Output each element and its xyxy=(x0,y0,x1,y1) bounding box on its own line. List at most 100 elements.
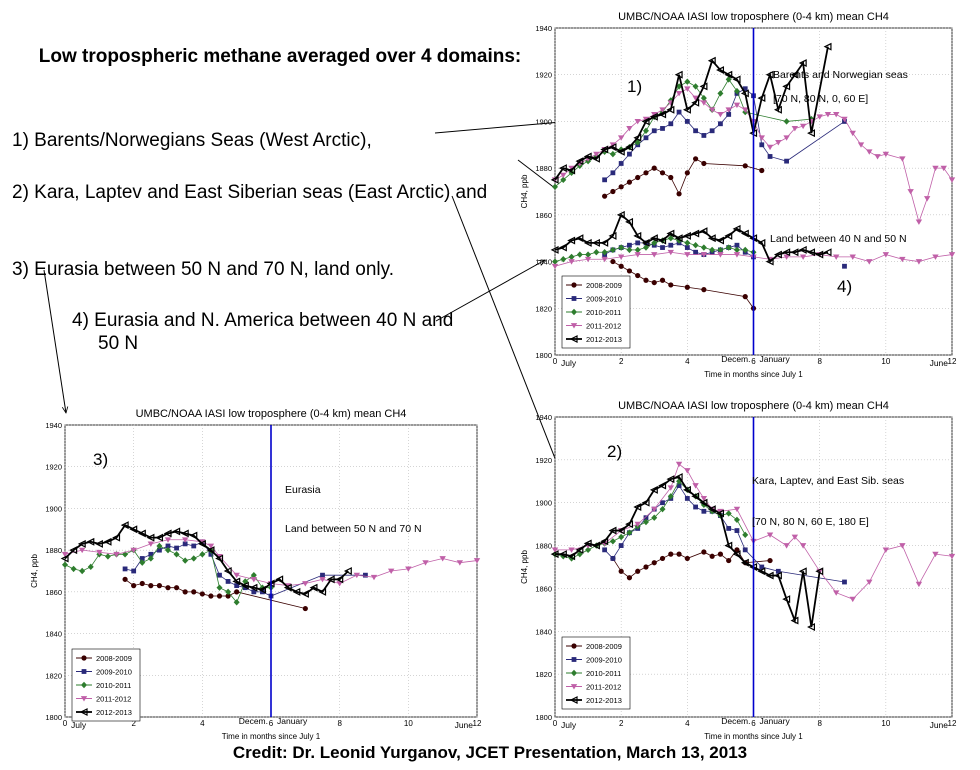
data-point xyxy=(181,537,189,543)
slide-heading: Low tropospheric methane averaged over 4… xyxy=(38,46,522,67)
data-point xyxy=(576,251,583,258)
legend-marker xyxy=(571,282,577,288)
data-point xyxy=(675,461,683,468)
data-point xyxy=(609,150,616,158)
data-point xyxy=(610,556,616,561)
y-tick-label: 1900 xyxy=(45,504,62,513)
data-point xyxy=(558,164,567,173)
x-axis-label: Time in months since July 1 xyxy=(704,732,803,741)
chart-annotation: Barents and Norwegian seas xyxy=(773,69,908,81)
data-point xyxy=(617,254,625,260)
data-point xyxy=(842,263,847,269)
chart-title: UMBC/NOAA IASI low troposphere (0-4 km) … xyxy=(136,408,407,420)
y-tick-label: 1900 xyxy=(535,499,552,508)
y-axis-label: CH4, ppb xyxy=(520,174,529,208)
data-point xyxy=(139,580,145,587)
legend-marker xyxy=(571,308,577,316)
data-point xyxy=(602,193,608,199)
data-point xyxy=(692,83,699,90)
legend-marker xyxy=(81,655,87,661)
data-point xyxy=(726,557,732,564)
x-tick-label: 10 xyxy=(404,719,413,728)
data-point xyxy=(882,151,890,158)
data-point xyxy=(206,546,215,555)
data-point xyxy=(667,493,674,500)
data-point xyxy=(660,245,665,250)
data-point xyxy=(659,107,666,113)
data-point xyxy=(700,94,707,102)
data-point xyxy=(552,183,558,191)
data-point xyxy=(668,174,674,181)
data-point xyxy=(667,235,674,242)
x-text-label-january: January xyxy=(760,716,791,726)
data-point xyxy=(225,579,231,584)
data-point xyxy=(96,549,103,556)
data-point xyxy=(874,154,881,160)
chart-annotation: Land between 50 N and 70 N xyxy=(285,523,422,535)
data-point xyxy=(676,483,682,488)
data-point xyxy=(618,543,624,548)
data-point xyxy=(782,595,791,604)
series-2011-2012 xyxy=(61,537,481,589)
data-point xyxy=(707,234,716,243)
data-point xyxy=(240,581,249,590)
data-point xyxy=(790,248,799,257)
data-point xyxy=(223,567,232,575)
data-point xyxy=(584,256,592,263)
y-tick-label: 1940 xyxy=(45,421,62,430)
y-tick-label: 1800 xyxy=(45,713,62,722)
data-point xyxy=(326,575,335,584)
data-point xyxy=(172,527,181,536)
legend-marker xyxy=(569,335,578,343)
data-point xyxy=(799,543,807,549)
legend-entry: 2011-2012 xyxy=(96,695,131,704)
data-point xyxy=(103,537,112,546)
data-point xyxy=(668,242,674,248)
data-point xyxy=(120,521,129,530)
data-point xyxy=(707,56,716,65)
data-point xyxy=(732,75,741,84)
data-point xyxy=(907,189,914,195)
data-point xyxy=(156,542,163,550)
data-point xyxy=(783,118,790,125)
y-tick-label: 1920 xyxy=(535,71,552,80)
data-point xyxy=(336,581,343,587)
data-point xyxy=(734,242,740,248)
data-point xyxy=(592,541,600,550)
data-point xyxy=(197,539,206,548)
data-point xyxy=(701,508,707,514)
data-point xyxy=(757,238,766,247)
data-point xyxy=(568,547,575,553)
x-tick-label: 0 xyxy=(553,719,558,728)
y-tick-label: 1860 xyxy=(45,588,62,597)
legend-marker xyxy=(79,708,88,716)
data-point xyxy=(733,246,740,254)
data-point xyxy=(575,234,584,243)
data-point xyxy=(649,112,658,121)
data-point xyxy=(740,229,749,238)
data-point xyxy=(560,172,567,179)
data-point xyxy=(724,541,733,550)
data-point xyxy=(684,496,690,501)
data-point xyxy=(866,579,873,585)
data-point xyxy=(693,504,699,510)
series-2008-2009 xyxy=(602,156,765,311)
x-axis-label: Time in months since July 1 xyxy=(222,732,321,741)
data-point xyxy=(560,256,567,263)
data-point xyxy=(642,244,649,251)
legend-entry: 2010-2011 xyxy=(586,669,621,678)
data-point xyxy=(691,229,700,238)
x-tick-label: 4 xyxy=(685,719,690,728)
data-point xyxy=(112,533,121,542)
data-point xyxy=(666,229,675,238)
x-tick-label: 12 xyxy=(948,719,957,728)
data-point xyxy=(899,543,906,549)
data-point xyxy=(122,576,128,582)
data-point xyxy=(405,566,412,572)
legend-entry: 2012-2013 xyxy=(586,335,622,344)
data-point xyxy=(208,593,214,599)
data-point xyxy=(767,154,773,159)
data-point xyxy=(567,236,576,245)
data-point xyxy=(799,123,807,130)
data-point xyxy=(674,234,683,243)
